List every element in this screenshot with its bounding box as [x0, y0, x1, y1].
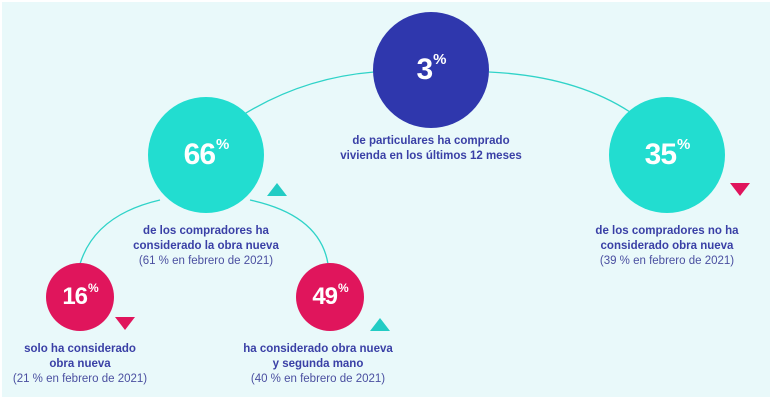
caption-66: de los compradores ha considerado la obr…	[133, 224, 279, 269]
connector-root-to-35	[488, 71, 631, 113]
caption-line: de particulares ha comprado	[352, 135, 510, 147]
caption-line: de los compradores no ha	[595, 225, 739, 237]
caption-line: considerado la obra nueva	[133, 240, 279, 252]
caption-16: solo ha considerado obra nueva (21 % en …	[13, 342, 147, 387]
caption-35: de los compradores no ha considerado obr…	[595, 224, 738, 269]
value-3: 3%	[416, 51, 446, 86]
previous-value: (40 % en febrero de 2021)	[250, 373, 386, 385]
node-3-percent: 3%	[373, 12, 489, 128]
value-16: 16%	[62, 281, 98, 310]
previous-value: (61 % en febrero de 2021)	[138, 255, 274, 267]
connector-66-to-49	[249, 199, 329, 265]
connector-66-to-16	[79, 199, 161, 265]
trend-down-icon	[115, 317, 135, 330]
caption-line: considerado obra nueva	[600, 240, 734, 252]
connector-root-to-66	[237, 71, 375, 119]
trend-up-icon	[267, 183, 287, 196]
previous-value: (21 % en febrero de 2021)	[12, 373, 148, 385]
value-35: 35%	[644, 136, 691, 171]
caption-line: obra nueva	[49, 358, 111, 370]
caption-root: de particulares ha comprado vivienda en …	[340, 134, 522, 164]
caption-line: solo ha considerado	[24, 343, 136, 355]
node-35-percent: 35%	[609, 97, 725, 213]
value-66: 66%	[183, 136, 230, 171]
trend-up-icon	[370, 318, 390, 331]
trend-down-icon	[730, 183, 750, 196]
node-49-percent: 49%	[296, 263, 364, 331]
node-16-percent: 16%	[46, 263, 114, 331]
caption-line: vivienda en los últimos 12 meses	[340, 150, 522, 162]
previous-value: (39 % en febrero de 2021)	[599, 255, 735, 267]
node-66-percent: 66%	[148, 97, 264, 213]
caption-line: y segunda mano	[272, 358, 364, 370]
caption-line: de los compradores ha	[143, 225, 269, 237]
value-49: 49%	[312, 281, 348, 310]
caption-49: ha considerado obra nueva y segunda mano…	[243, 342, 393, 387]
caption-line: ha considerado obra nueva	[243, 343, 393, 355]
